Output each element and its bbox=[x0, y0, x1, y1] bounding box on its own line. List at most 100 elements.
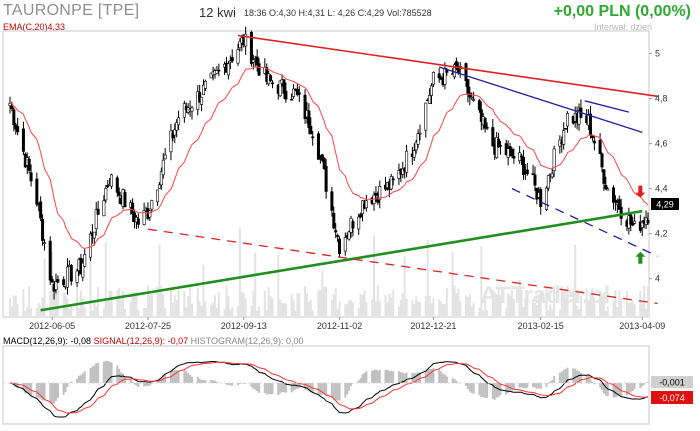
volume-bar bbox=[441, 304, 444, 317]
histogram-bar bbox=[332, 383, 335, 401]
volume-bar bbox=[399, 300, 402, 317]
histogram-bar bbox=[593, 383, 596, 385]
histogram-bar bbox=[633, 383, 636, 390]
volume-bar bbox=[106, 298, 109, 317]
histogram-bar bbox=[77, 375, 80, 383]
candle-body bbox=[602, 169, 606, 184]
candle-body bbox=[311, 136, 315, 139]
histogram-bar bbox=[229, 383, 232, 386]
volume-bar bbox=[440, 301, 443, 317]
volume-bar bbox=[639, 290, 642, 317]
candle-body bbox=[416, 133, 420, 145]
macd-legend: MACD(12,26,9): -0,08 SIGNAL(12,26,9): -0… bbox=[3, 336, 304, 346]
volume-bar bbox=[499, 295, 502, 317]
histogram-bar bbox=[493, 383, 496, 400]
volume-bar bbox=[401, 292, 404, 317]
volume-bar bbox=[510, 290, 513, 317]
volume-bar bbox=[392, 290, 395, 317]
candle-body bbox=[10, 106, 14, 110]
volume-bar bbox=[311, 310, 314, 317]
histogram-bar bbox=[578, 371, 581, 383]
candle-body bbox=[307, 110, 311, 128]
volume-bar bbox=[76, 288, 79, 317]
volume-bar bbox=[210, 304, 213, 317]
interval-label: Interwał: dzień bbox=[593, 22, 652, 32]
candle-body bbox=[550, 173, 554, 178]
volume-bar bbox=[350, 300, 353, 317]
volume-bar bbox=[145, 307, 148, 317]
histogram-bar bbox=[202, 380, 205, 383]
histogram-bar bbox=[612, 383, 615, 398]
histogram-bar bbox=[106, 360, 109, 383]
histogram-bar bbox=[482, 383, 485, 398]
histogram-bar bbox=[173, 370, 176, 383]
volume-bar bbox=[53, 294, 56, 317]
macd-badges: -0,001 -0,074 bbox=[651, 376, 693, 404]
volume-bar bbox=[346, 304, 349, 317]
candle-body bbox=[257, 63, 261, 76]
histogram-bar bbox=[539, 383, 542, 390]
candle-body bbox=[508, 146, 512, 150]
candle-body bbox=[123, 192, 127, 207]
histogram-bar bbox=[604, 383, 607, 396]
histogram-bar bbox=[97, 362, 100, 383]
histogram-bar bbox=[579, 372, 582, 383]
histogram-bar bbox=[187, 372, 190, 383]
candle-body bbox=[39, 201, 43, 219]
histogram-bar bbox=[62, 383, 65, 395]
macd-lower-text: -0,074 bbox=[659, 393, 685, 403]
price-badge: 4,29 bbox=[651, 198, 679, 210]
candle-body bbox=[619, 206, 623, 219]
candle-body bbox=[148, 210, 152, 218]
volume-bar bbox=[304, 286, 307, 317]
candle-body bbox=[94, 209, 98, 230]
histogram-bar bbox=[175, 370, 178, 383]
candle-body bbox=[629, 214, 633, 225]
candle-body bbox=[255, 56, 259, 66]
volume-bar bbox=[30, 308, 33, 317]
histogram-bar bbox=[373, 369, 376, 383]
volume-bar bbox=[453, 285, 456, 317]
histogram-bar bbox=[520, 383, 523, 388]
volume-bar bbox=[104, 242, 107, 317]
candle-body bbox=[589, 113, 593, 135]
volume-bar bbox=[242, 292, 245, 317]
volume-bar bbox=[466, 296, 469, 317]
candle-body bbox=[102, 200, 106, 217]
candle-body bbox=[21, 128, 25, 152]
histogram-bar bbox=[466, 383, 469, 390]
candle-body bbox=[16, 126, 20, 133]
candle-body bbox=[244, 33, 248, 47]
histogram-bar bbox=[321, 383, 324, 395]
volume-bar bbox=[464, 295, 467, 317]
histogram-bar bbox=[647, 381, 649, 383]
histogram-bar bbox=[279, 383, 282, 394]
volume-bar bbox=[14, 295, 17, 317]
candle-body bbox=[190, 107, 194, 112]
volume-bar bbox=[587, 300, 590, 317]
candle-body bbox=[54, 281, 58, 290]
volume-bar bbox=[281, 303, 284, 317]
histogram-bar bbox=[363, 372, 366, 383]
candle-body bbox=[491, 127, 495, 147]
volume-bar bbox=[185, 307, 188, 317]
volume-bar bbox=[426, 239, 429, 317]
volume-bar bbox=[214, 295, 217, 317]
histogram-bar bbox=[325, 383, 328, 397]
channel-top-short-line bbox=[584, 100, 630, 113]
price-tick-label: 5 bbox=[655, 49, 660, 59]
volume-bar bbox=[451, 252, 454, 317]
volume-bar bbox=[16, 303, 19, 317]
histogram-bar bbox=[37, 383, 40, 398]
volume-bar bbox=[478, 307, 481, 317]
histogram-bar bbox=[24, 383, 27, 394]
histogram-bar bbox=[35, 383, 38, 398]
candle-body bbox=[106, 185, 110, 188]
volume-bar bbox=[443, 303, 446, 317]
candle-body bbox=[330, 191, 334, 211]
volume-bar bbox=[24, 310, 27, 317]
candle-body bbox=[56, 279, 60, 283]
histogram-bar bbox=[499, 383, 502, 396]
candle-body bbox=[376, 197, 380, 203]
